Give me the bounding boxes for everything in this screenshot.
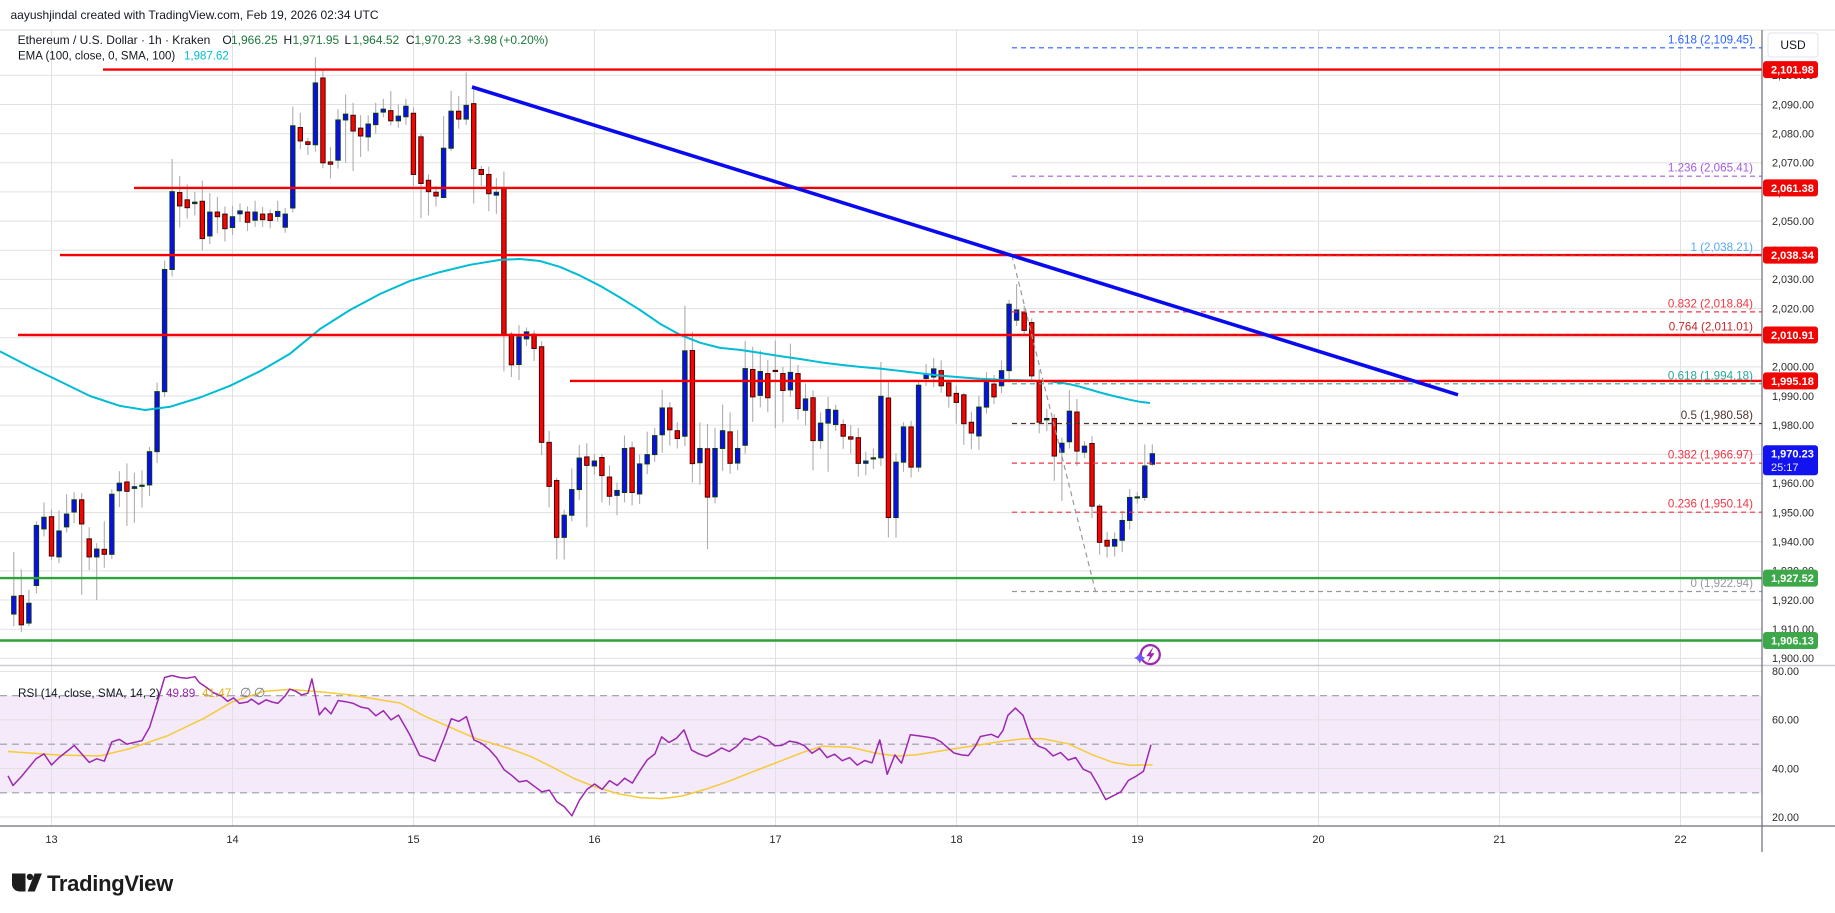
svg-text:2,010.91: 2,010.91 — [1771, 330, 1814, 342]
svg-text:13: 13 — [45, 834, 57, 846]
svg-text:60.00: 60.00 — [1772, 715, 1799, 727]
svg-text:0.382 (1,966.97): 0.382 (1,966.97) — [1668, 449, 1753, 462]
svg-text:18: 18 — [950, 834, 962, 846]
svg-text:16: 16 — [588, 834, 600, 846]
svg-text:20: 20 — [1312, 834, 1324, 846]
svg-text:Ethereum / U.S. Dollar · 1h ·: Ethereum / U.S. Dollar · 1h · Kraken O1,9… — [18, 33, 549, 47]
svg-text:1,900.00: 1,900.00 — [1772, 653, 1814, 665]
svg-text:0 (1,922.94): 0 (1,922.94) — [1690, 577, 1753, 590]
svg-text:0.764 (2,011.01): 0.764 (2,011.01) — [1669, 320, 1753, 333]
svg-text:2,030.00: 2,030.00 — [1772, 274, 1814, 286]
svg-text:17: 17 — [769, 834, 781, 846]
svg-text:2,070.00: 2,070.00 — [1772, 158, 1814, 170]
svg-text:1,927.52: 1,927.52 — [1771, 573, 1814, 585]
svg-text:2,061.38: 2,061.38 — [1771, 183, 1814, 195]
svg-text:1.236 (2,065.41): 1.236 (2,065.41) — [1668, 162, 1753, 175]
svg-text:aayushjindal created with Trad: aayushjindal created with TradingView.co… — [11, 8, 379, 22]
svg-text:2,000.00: 2,000.00 — [1772, 362, 1814, 374]
svg-text:1,950.00: 1,950.00 — [1772, 507, 1814, 519]
svg-text:14: 14 — [226, 834, 238, 846]
svg-text:2,090.00: 2,090.00 — [1772, 99, 1814, 111]
svg-text:25:17: 25:17 — [1771, 462, 1799, 474]
svg-text:2,050.00: 2,050.00 — [1772, 216, 1814, 228]
svg-text:1,970.23: 1,970.23 — [1771, 449, 1814, 461]
svg-text:1,920.00: 1,920.00 — [1772, 595, 1814, 607]
svg-text:RSI (14, close, SMA, 14, 2)49.: RSI (14, close, SMA, 14, 2) 49.89 41.47 ∅ ∅ — [18, 685, 265, 700]
svg-text:21: 21 — [1493, 834, 1505, 846]
svg-text:USD: USD — [1780, 38, 1806, 52]
svg-text:1,940.00: 1,940.00 — [1772, 537, 1814, 549]
svg-text:40.00: 40.00 — [1772, 763, 1799, 775]
svg-text:1,906.13: 1,906.13 — [1771, 636, 1814, 648]
svg-text:1,980.00: 1,980.00 — [1772, 420, 1814, 432]
svg-text:EMA (100, close, 0, SMA, 100)1: EMA (100, close, 0, SMA, 100) 1,987.62 — [18, 51, 229, 63]
svg-text:TradingView: TradingView — [47, 871, 174, 896]
svg-text:22: 22 — [1674, 834, 1686, 846]
svg-text:0.832 (2,018.84): 0.832 (2,018.84) — [1668, 297, 1753, 310]
svg-text:15: 15 — [407, 834, 419, 846]
svg-text:1.618 (2,109.45): 1.618 (2,109.45) — [1668, 33, 1753, 46]
svg-text:2,101.98: 2,101.98 — [1771, 65, 1814, 77]
svg-text:2,038.34: 2,038.34 — [1771, 250, 1815, 262]
svg-text:1,990.00: 1,990.00 — [1772, 391, 1814, 403]
svg-text:2,020.00: 2,020.00 — [1772, 303, 1814, 315]
svg-text:0.618 (1,994.18): 0.618 (1,994.18) — [1668, 369, 1753, 382]
svg-text:0.236 (1,950.14): 0.236 (1,950.14) — [1668, 498, 1753, 511]
svg-text:1,995.18: 1,995.18 — [1771, 376, 1814, 388]
svg-text:1 (2,038.21): 1 (2,038.21) — [1690, 241, 1753, 254]
svg-text:80.00: 80.00 — [1772, 666, 1799, 678]
svg-text:1,960.00: 1,960.00 — [1772, 478, 1814, 490]
svg-text:0.5 (1,980.58): 0.5 (1,980.58) — [1681, 409, 1753, 422]
svg-text:20.00: 20.00 — [1772, 812, 1799, 824]
svg-text:2,080.00: 2,080.00 — [1772, 129, 1814, 141]
svg-text:19: 19 — [1131, 834, 1143, 846]
